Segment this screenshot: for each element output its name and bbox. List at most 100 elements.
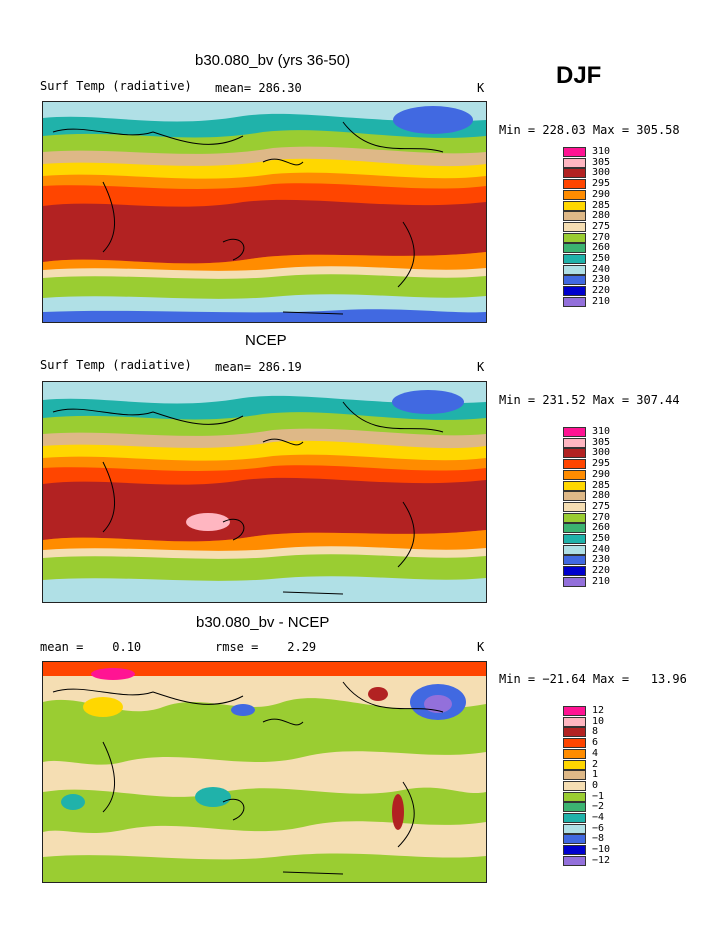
legend-swatch xyxy=(563,855,586,866)
panel1-unit-label: K xyxy=(477,81,485,95)
panel1-temperature-contour-map xyxy=(43,102,486,322)
legend-label: 1 xyxy=(592,769,599,781)
legend-swatch xyxy=(563,168,586,179)
season-label: DJF xyxy=(556,62,602,89)
panel2-title: NCEP xyxy=(245,332,287,349)
legend-swatch xyxy=(563,738,586,749)
panel1-title: b30.080_bv (yrs 36-50) xyxy=(195,52,351,69)
legend-label: −10 xyxy=(592,844,611,856)
panel1-legend: 310 305 300 295 290 285 280 275 270 260 250 240 230 2… xyxy=(563,147,623,317)
legend-label: 10 xyxy=(592,715,605,727)
legend-swatch xyxy=(563,296,586,307)
panel3-mean-label: mean = 0.10 xyxy=(40,640,142,654)
legend-label: 305 xyxy=(592,436,611,448)
legend-label: 220 xyxy=(592,565,611,577)
panel2-mean-label: mean= 286.19 xyxy=(215,360,302,374)
panel2-unit-label: K xyxy=(477,360,485,374)
legend-label: 270 xyxy=(592,231,611,243)
legend-swatch xyxy=(563,469,586,480)
legend-label: 0 xyxy=(592,779,599,791)
panel1-mean-label: mean= 286.30 xyxy=(215,81,302,95)
legend-label: 220 xyxy=(592,285,611,297)
panel3-unit-label: K xyxy=(477,640,485,654)
legend-label: 260 xyxy=(592,522,611,534)
legend-label: 300 xyxy=(592,447,611,459)
legend-label: 275 xyxy=(592,500,611,512)
panel2-legend: 310 305 300 295 290 285 280 275 270 260 250 240 230 2… xyxy=(563,427,623,597)
legend-swatch xyxy=(563,147,586,157)
panel3-difference-contour-map xyxy=(43,662,486,882)
legend-swatch xyxy=(563,727,586,738)
legend-label: 290 xyxy=(592,188,611,200)
legend-label: 280 xyxy=(592,490,611,502)
panel1-field-label: Surf Temp (radiative) xyxy=(40,79,192,93)
legend-swatch xyxy=(563,845,586,856)
legend-label: 250 xyxy=(592,533,611,544)
legend-label: −12 xyxy=(592,854,611,866)
legend-label: −8 xyxy=(592,833,605,845)
legend-label: 285 xyxy=(592,199,611,211)
legend-swatch xyxy=(563,232,586,243)
panel2-map xyxy=(42,381,487,603)
legend-swatch xyxy=(563,791,586,802)
legend-label: 300 xyxy=(592,167,611,179)
panel3-rmse-label: rmse = 2.29 xyxy=(215,640,317,654)
legend-swatch xyxy=(563,813,586,823)
legend-swatch xyxy=(563,275,586,286)
legend-label: 8 xyxy=(592,726,599,738)
legend-label: 305 xyxy=(592,156,611,168)
legend-swatch xyxy=(563,221,586,232)
legend-label: 250 xyxy=(592,253,611,264)
legend-swatch xyxy=(563,501,586,512)
legend-label: 230 xyxy=(592,554,611,566)
legend-swatch xyxy=(563,200,586,211)
panel3-minmax: Min = −21.64 Max = 13.96 xyxy=(499,672,687,686)
panel3-map xyxy=(42,661,487,883)
legend-label: 240 xyxy=(592,263,611,275)
legend-label: 240 xyxy=(592,543,611,555)
legend-swatch xyxy=(563,770,586,781)
legend-swatch xyxy=(563,157,586,168)
legend-swatch xyxy=(563,576,586,587)
legend-label: 260 xyxy=(592,242,611,254)
legend-label: 270 xyxy=(592,511,611,523)
legend-label: −1 xyxy=(592,790,605,802)
legend-swatch xyxy=(563,211,586,222)
legend-label: 280 xyxy=(592,210,611,222)
legend-swatch xyxy=(563,243,586,254)
legend-swatch xyxy=(563,286,586,297)
legend-label: 6 xyxy=(592,737,599,749)
legend-label: 4 xyxy=(592,747,599,759)
legend-swatch xyxy=(563,555,586,566)
legend-swatch xyxy=(563,179,586,190)
legend-swatch xyxy=(563,437,586,448)
panel1-map xyxy=(42,101,487,323)
legend-swatch xyxy=(563,566,586,577)
panel3-title: b30.080_bv - NCEP xyxy=(196,614,330,631)
legend-swatch xyxy=(563,823,586,834)
legend-label: −2 xyxy=(592,801,605,813)
legend-label: 310 xyxy=(592,146,611,157)
legend-swatch xyxy=(563,716,586,727)
panel2-temperature-contour-map xyxy=(43,382,486,602)
panel2-minmax: Min = 231.52 Max = 307.44 xyxy=(499,393,680,407)
legend-swatch xyxy=(563,480,586,491)
legend-label: 310 xyxy=(592,426,611,437)
panel3-legend: 12 10 8 6 4 2 1 0 −1 −2 −4 −6 −8 −10 −12 xyxy=(563,706,623,876)
legend-swatch xyxy=(563,759,586,770)
legend-swatch xyxy=(563,802,586,813)
legend-swatch xyxy=(563,459,586,470)
legend-label: 2 xyxy=(592,758,599,770)
legend-label: 230 xyxy=(592,274,611,286)
legend-label: −6 xyxy=(592,822,605,834)
legend-label: 295 xyxy=(592,178,611,190)
legend-label: 12 xyxy=(592,705,605,716)
legend-label: −4 xyxy=(592,812,605,823)
legend-swatch xyxy=(563,748,586,759)
panel2-field-label: Surf Temp (radiative) xyxy=(40,358,192,372)
legend-swatch xyxy=(563,544,586,555)
legend-swatch xyxy=(563,189,586,200)
legend-swatch xyxy=(563,523,586,534)
legend-label: 285 xyxy=(592,479,611,491)
legend-swatch xyxy=(563,254,586,264)
